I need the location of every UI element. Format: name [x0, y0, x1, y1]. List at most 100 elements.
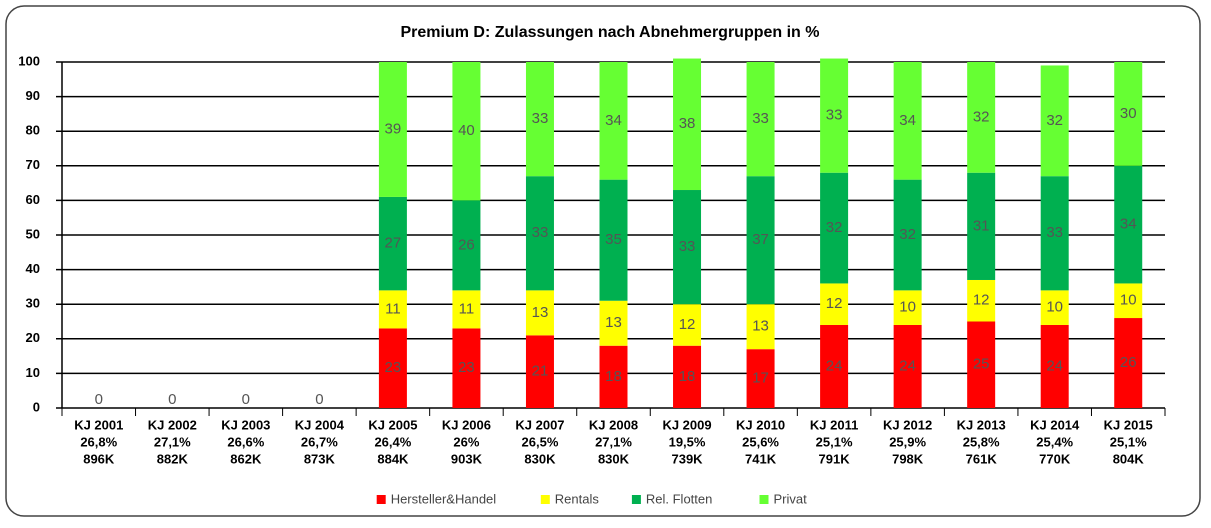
x-tick-label: KJ 2002	[148, 417, 197, 432]
y-tick-label: 60	[26, 192, 40, 207]
data-label: 39	[385, 120, 402, 137]
data-label: 23	[385, 359, 402, 376]
data-label: 17	[752, 370, 769, 387]
data-label: 18	[605, 368, 622, 385]
x-tick-label: 27,1%	[595, 434, 632, 449]
legend-swatch	[540, 495, 550, 504]
data-label: 13	[752, 318, 769, 335]
data-label: 37	[752, 231, 769, 248]
data-label: 18	[679, 368, 696, 385]
data-label: 32	[1046, 112, 1063, 129]
bar-segment	[673, 58, 702, 191]
y-tick-label: 30	[26, 296, 40, 311]
bar-segment	[1040, 176, 1069, 291]
x-tick-label: KJ 2011	[810, 417, 858, 432]
data-label: 0	[95, 391, 103, 408]
data-label: 31	[973, 217, 990, 234]
data-label: 35	[605, 231, 622, 248]
x-tick-label: KJ 2013	[957, 417, 1006, 432]
legend-label: Rentals	[555, 491, 600, 506]
data-label: 38	[679, 115, 696, 132]
x-tick-label: 791K	[819, 451, 851, 466]
x-tick-label: KJ 2014	[1030, 417, 1080, 432]
bar-segment	[525, 176, 554, 291]
x-tick-label: 26,8%	[80, 434, 117, 449]
data-label: 11	[459, 300, 475, 317]
data-label: 13	[532, 304, 549, 321]
data-label: 0	[315, 391, 323, 408]
legend-swatch	[759, 495, 769, 504]
x-tick-label: 903K	[451, 451, 483, 466]
x-tick-label: 26,5%	[522, 434, 559, 449]
x-tick-label: 830K	[598, 451, 630, 466]
bar-segment	[378, 328, 407, 408]
data-label: 24	[899, 357, 916, 374]
data-label: 32	[899, 226, 916, 243]
x-tick-label: 741K	[745, 451, 777, 466]
data-label: 12	[973, 292, 990, 309]
data-label: 0	[242, 391, 250, 408]
bar-segment	[378, 196, 407, 291]
data-label: 11	[385, 300, 401, 317]
data-label: 10	[899, 299, 916, 316]
data-label: 0	[168, 391, 176, 408]
bar-segment	[746, 304, 775, 350]
x-tick-label: KJ 2007	[515, 417, 564, 432]
bar-segment	[525, 290, 554, 336]
bar-segment	[893, 179, 922, 291]
bar-segment	[452, 290, 481, 329]
x-tick-label: 862K	[230, 451, 262, 466]
x-tick-label: KJ 2003	[221, 417, 270, 432]
chart-title: Premium D: Zulassungen nach Abnehmergrup…	[400, 24, 819, 41]
data-label: 12	[826, 295, 843, 312]
data-label: 13	[605, 314, 622, 331]
x-tick-label: KJ 2004	[295, 417, 345, 432]
bar-segment	[378, 290, 407, 329]
data-label: 27	[385, 235, 402, 252]
legend-label: Rel. Flotten	[646, 491, 712, 506]
x-tick-label: KJ 2008	[589, 417, 638, 432]
data-label: 32	[973, 108, 990, 125]
x-tick-label: 25,6%	[742, 434, 779, 449]
bar-segment	[1114, 318, 1143, 408]
y-tick-label: 0	[33, 399, 40, 414]
x-tick-label: KJ 2009	[662, 417, 711, 432]
bar-segment	[746, 349, 775, 408]
data-label: 33	[532, 110, 549, 127]
x-tick-label: KJ 2010	[736, 417, 785, 432]
data-label: 33	[679, 238, 696, 255]
data-label: 25	[973, 356, 990, 373]
bar-segment	[452, 328, 481, 408]
bar-segment	[1114, 62, 1143, 166]
bar-segment	[967, 172, 996, 280]
x-tick-label: 830K	[524, 451, 556, 466]
bar-segment	[820, 172, 849, 284]
bar-segment	[599, 345, 628, 408]
bar-segment	[967, 279, 996, 322]
bar-segment	[673, 304, 702, 346]
x-tick-label: 26,7%	[301, 434, 338, 449]
x-tick-label: 770K	[1039, 451, 1071, 466]
bar-segment	[525, 62, 554, 177]
x-tick-label: 882K	[157, 451, 189, 466]
data-label: 24	[826, 357, 843, 374]
bar-segment	[893, 290, 922, 325]
x-tick-label: 798K	[892, 451, 924, 466]
x-tick-label: 896K	[83, 451, 115, 466]
data-label: 12	[679, 316, 696, 333]
bar-segment	[746, 62, 775, 177]
bar-segment	[452, 200, 481, 291]
bar-segment	[820, 324, 849, 408]
x-tick-label: KJ 2012	[883, 417, 932, 432]
data-label: 21	[532, 363, 549, 380]
bar-segment	[967, 62, 996, 173]
x-tick-label: KJ 2001	[74, 417, 123, 432]
y-tick-label: 80	[26, 123, 40, 138]
data-label: 33	[752, 110, 769, 127]
data-label: 30	[1120, 105, 1137, 122]
bar-segment	[673, 345, 702, 408]
x-tick-label: KJ 2005	[368, 417, 417, 432]
y-tick-label: 40	[26, 261, 40, 276]
bar-segment	[746, 176, 775, 305]
